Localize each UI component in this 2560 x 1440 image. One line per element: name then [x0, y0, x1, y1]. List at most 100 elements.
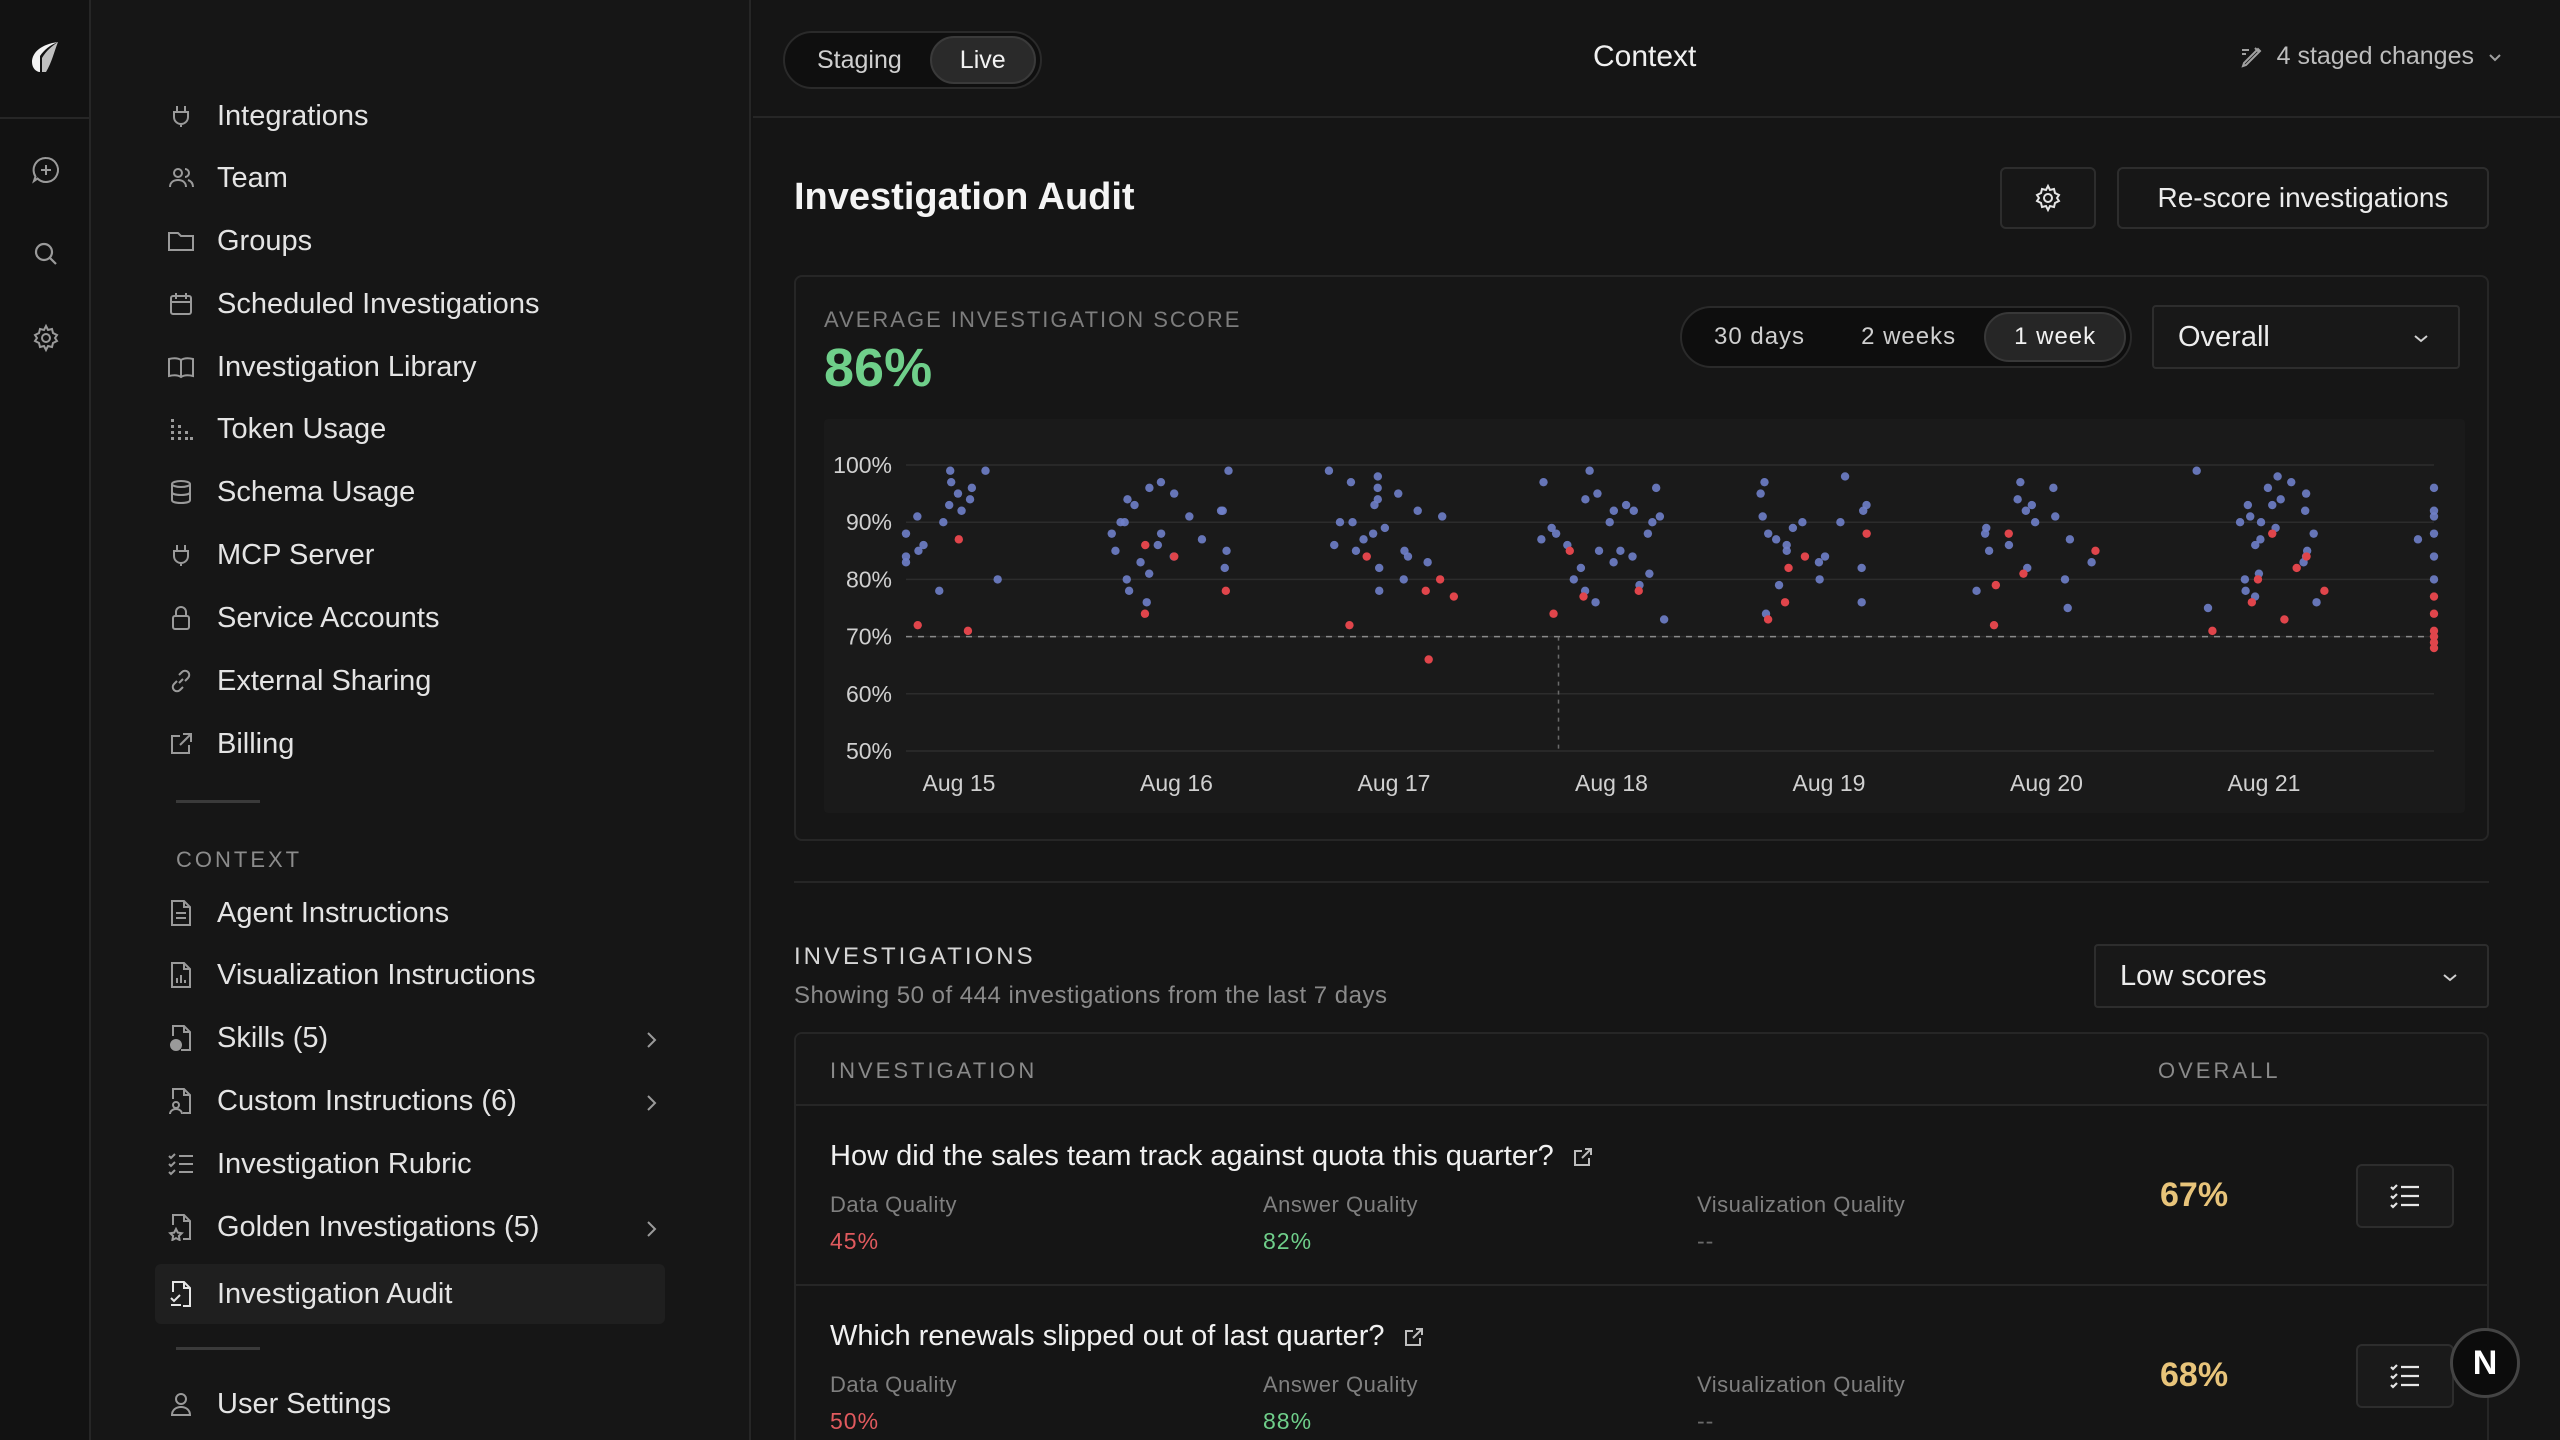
env-option-staging[interactable]: Staging: [817, 45, 902, 74]
metric-select[interactable]: Overall: [2152, 305, 2460, 369]
score-point: [1569, 575, 1578, 584]
score-point: [1324, 466, 1334, 475]
sidebar-item-scheduled-investigations[interactable]: Scheduled Investigations: [165, 277, 539, 331]
score-point: [2063, 603, 2072, 613]
score-point: [1122, 575, 1131, 584]
score-point: [953, 489, 963, 498]
sidebar-item-investigation-rubric[interactable]: Investigation Rubric: [165, 1137, 472, 1191]
chevron-right-icon[interactable]: [639, 1217, 663, 1241]
sidebar-item-label: Groups: [217, 224, 313, 257]
score-point: [901, 558, 911, 567]
score-point: [919, 540, 928, 550]
sidebar-item-label: Visualization Instructions: [217, 958, 536, 991]
low-score-point: [954, 535, 964, 544]
y-tick-label: 80%: [846, 566, 892, 592]
question-text: How did the sales team track against quo…: [830, 1140, 1554, 1172]
score-point: [2309, 529, 2318, 538]
sidebar-item-service-accounts[interactable]: Service Accounts: [165, 591, 439, 645]
table-row[interactable]: How did the sales team track against quo…: [796, 1106, 2487, 1286]
chevron-right-icon[interactable]: [639, 1028, 663, 1052]
score-point: [1840, 472, 1850, 481]
chevron-right-icon[interactable]: [639, 1091, 663, 1115]
x-tick-label: Aug 15: [923, 770, 996, 796]
sidebar-item-token-usage[interactable]: Token Usage: [165, 402, 386, 456]
app-logo-icon[interactable]: [24, 36, 66, 78]
settings-button[interactable]: [24, 316, 68, 360]
score-point: [1984, 546, 1994, 555]
sidebar-item-golden-investigations[interactable]: Golden Investigations (5): [165, 1200, 539, 1254]
kpi-label: AVERAGE INVESTIGATION SCORE: [824, 307, 1242, 332]
score-point: [1798, 518, 1807, 527]
sidebar-item-label: External Sharing: [217, 664, 432, 697]
range-option-2-weeks[interactable]: 2 weeks: [1861, 323, 1957, 350]
score-point: [1373, 472, 1383, 481]
low-score-point: [1140, 609, 1150, 618]
audit-settings-button[interactable]: [2000, 167, 2096, 229]
sidebar-item-label: Investigation Library: [217, 350, 477, 383]
score-point: [1216, 506, 1226, 515]
investigations-table: INVESTIGATION OVERALL How did the sales …: [794, 1032, 2489, 1440]
score-point: [2429, 483, 2439, 493]
sidebar-item-visualization-instructions[interactable]: Visualization Instructions: [165, 948, 536, 1002]
y-tick-label: 90%: [846, 509, 892, 535]
score-point: [1788, 523, 1798, 533]
column-header-overall: OVERALL: [2158, 1058, 2281, 1083]
range-option-30-days[interactable]: 30 days: [1714, 323, 1806, 350]
score-point: [2263, 483, 2273, 493]
score-point: [2021, 506, 2031, 515]
low-score-point: [1565, 546, 1574, 555]
env-option-live[interactable]: Live: [929, 36, 1036, 84]
score-point: [1156, 529, 1166, 538]
sidebar-item-team[interactable]: Team: [165, 151, 288, 205]
score-point: [1551, 529, 1561, 538]
sidebar-item-mcp-server[interactable]: MCP Server: [165, 528, 374, 582]
score-point: [1222, 546, 1231, 555]
metric-select-value: Overall: [2178, 320, 2270, 353]
sidebar-item-agent-instructions[interactable]: Agent Instructions: [165, 886, 449, 940]
sidebar-item-external-sharing[interactable]: External Sharing: [165, 654, 431, 708]
sidebar-item-investigation-library[interactable]: Investigation Library: [165, 340, 477, 394]
score-scatter-plot: 100% 90% 80% 70% 60% 50% Aug 15 Aug 16 Aug 17 Aug…: [824, 419, 2465, 813]
score-point: [1648, 518, 1657, 527]
score-point: [1123, 495, 1132, 504]
y-tick-label: 70%: [846, 624, 892, 650]
floating-assistant-button[interactable]: N: [2450, 1328, 2520, 1398]
time-range-toggle: 30 days 2 weeks 1 week: [1680, 306, 2133, 368]
score-point: [1373, 495, 1382, 504]
range-option-1-week[interactable]: 1 week: [1984, 312, 2127, 362]
sidebar-item-investigation-audit[interactable]: Investigation Audit: [155, 1264, 665, 1324]
sidebar-item-label: Integrations: [217, 99, 369, 132]
score-point: [2004, 540, 2014, 550]
search-button[interactable]: [24, 232, 68, 276]
book-icon: [165, 351, 197, 383]
score-point: [1645, 569, 1654, 578]
sidebar-item-custom-instructions[interactable]: Custom Instructions (6): [165, 1074, 517, 1128]
staged-changes-dropdown[interactable]: 4 staged changes: [2239, 42, 2504, 71]
rescore-investigations-button[interactable]: Re-score investigations: [2117, 167, 2489, 229]
sidebar-item-groups[interactable]: Groups: [165, 214, 312, 268]
investigation-question[interactable]: Which renewals slipped out of last quart…: [830, 1320, 1425, 1353]
score-point: [2013, 495, 2022, 504]
score-point: [2256, 535, 2265, 544]
view-rubric-button[interactable]: [2356, 1164, 2454, 1228]
score-point: [2241, 586, 2250, 596]
sidebar-item-user-settings[interactable]: User Settings: [165, 1377, 391, 1431]
view-rubric-button[interactable]: [2356, 1344, 2454, 1408]
external-link-icon[interactable]: [1403, 1326, 1425, 1348]
sidebar-item-label: Agent Instructions: [217, 896, 450, 929]
table-row[interactable]: Which renewals slipped out of last quart…: [796, 1286, 2487, 1440]
sidebar-item-integrations[interactable]: Integrations: [165, 89, 369, 143]
sidebar-item-schema-usage[interactable]: Schema Usage: [165, 465, 415, 519]
star-document-icon: [165, 1211, 197, 1243]
new-chat-button[interactable]: [24, 148, 68, 192]
score-point: [1629, 506, 1638, 515]
score-point: [1609, 506, 1619, 515]
external-link-icon[interactable]: [1572, 1146, 1594, 1168]
score-point: [1359, 535, 1368, 544]
sidebar-item-skills[interactable]: Skills (5): [165, 1011, 328, 1065]
investigations-filter-select[interactable]: Low scores: [2094, 944, 2489, 1008]
y-tick-label: 50%: [846, 738, 892, 764]
investigation-question[interactable]: How did the sales team track against quo…: [830, 1140, 1594, 1173]
sidebar-item-billing[interactable]: Billing: [165, 717, 294, 771]
bars-icon: [165, 413, 197, 445]
